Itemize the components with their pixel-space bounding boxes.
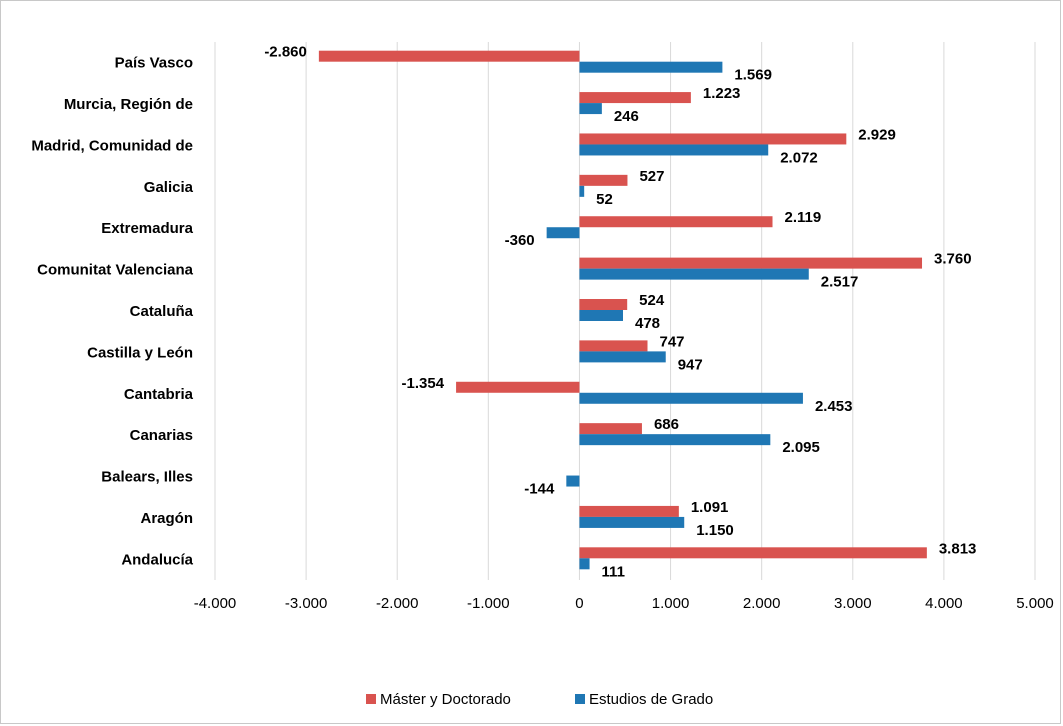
category-label: Murcia, Región de [64,96,193,113]
bar-master-doctorado [579,92,691,104]
category-label: Galicia [144,179,194,196]
category-label: Canarias [130,427,193,444]
data-label: 52 [596,191,613,208]
data-label: 2.095 [782,439,820,456]
data-label: 111 [602,563,625,580]
data-label: 3.813 [939,540,977,557]
data-label: 478 [635,315,660,332]
category-label: Madrid, Comunidad de [31,137,193,154]
bar-estudios-grado [546,227,580,239]
bar-estudios-grado [579,516,685,528]
x-tick-label: -3.000 [285,595,328,612]
data-label: 3.760 [934,251,972,268]
legend: Máster y Doctorado Estudios de Grado [366,691,713,708]
data-label: 246 [614,108,639,125]
data-label: -144 [524,481,555,498]
data-label: 947 [678,356,703,373]
x-tick-label: 4.000 [925,595,963,612]
legend-item: Máster y Doctorado [366,691,511,708]
category-label: Cantabria [124,386,194,403]
bar-master-doctorado [579,547,927,559]
data-label: -360 [505,232,535,249]
bar-estudios-grado [579,61,723,73]
data-label: 1.223 [703,85,741,102]
legend-label: Estudios de Grado [589,691,713,708]
bar-master-doctorado [579,423,642,435]
x-tick-label: 5.000 [1016,595,1054,612]
x-tick-labels: -4.000 -3.000 -2.000 -1.000 0 1.000 2.000 3.000… [194,595,1054,612]
x-tick-label: 2.000 [743,595,781,612]
data-label: 2.453 [815,398,853,415]
bar-estudios-grado [579,310,623,321]
category-label: Aragón [141,510,194,527]
bar-master-doctorado [318,50,580,62]
data-label: 1.091 [691,499,729,516]
category-label: Castilla y León [87,344,193,361]
bar-master-doctorado [579,133,847,145]
x-tick-label: -4.000 [194,595,237,612]
legend-label: Máster y Doctorado [380,691,511,708]
category-label: Andalucía [121,551,193,568]
data-label: 527 [639,168,664,185]
bar-estudios-grado [579,351,666,363]
data-label: 1.150 [696,522,734,539]
data-label: -2.860 [264,44,307,61]
bar-master-doctorado [579,505,679,517]
bar-estudios-grado [579,268,809,280]
x-tick-label: -2.000 [376,595,419,612]
data-label: 2.119 [785,209,822,226]
bar-estudios-grado [579,103,602,115]
bars [318,50,927,570]
x-tick-label: 1.000 [652,595,690,612]
bar-master-doctorado [456,381,580,393]
bar-estudios-grado [579,185,585,197]
bar-master-doctorado [579,216,773,228]
category-label: Extremadura [101,220,193,237]
data-label: -1.354 [402,375,445,392]
legend-swatch [575,694,585,704]
x-tick-label: -1.000 [467,595,510,612]
bar-master-doctorado [579,174,628,186]
data-label: 2.517 [821,274,859,291]
category-label: País Vasco [115,55,193,72]
bar-estudios-grado [579,558,590,570]
category-label: Balears, Illes [101,469,193,486]
data-label: 747 [660,333,685,350]
grid-lines [214,42,1036,580]
bar-estudios-grado [566,475,580,487]
x-tick-label: 3.000 [834,595,872,612]
legend-item: Estudios de Grado [575,691,713,708]
bar-estudios-grado [579,392,803,404]
data-label: 524 [639,292,665,309]
legend-swatch [366,694,376,704]
data-label: 686 [654,416,679,433]
data-label: 2.929 [858,126,896,143]
category-label: Cataluña [130,303,194,320]
category-labels: País Vasco Murcia, Región de Madrid, Comun… [31,55,193,569]
bar-master-doctorado [579,340,648,352]
bar-master-doctorado [579,257,923,269]
data-label: 1.569 [734,67,772,84]
category-label: Comunitat Valenciana [37,262,194,279]
bar-estudios-grado [579,144,769,156]
x-tick-label: 0 [575,595,583,612]
data-label: 2.072 [780,149,818,166]
bar-master-doctorado [579,299,628,310]
bar-estudios-grado [579,434,771,446]
